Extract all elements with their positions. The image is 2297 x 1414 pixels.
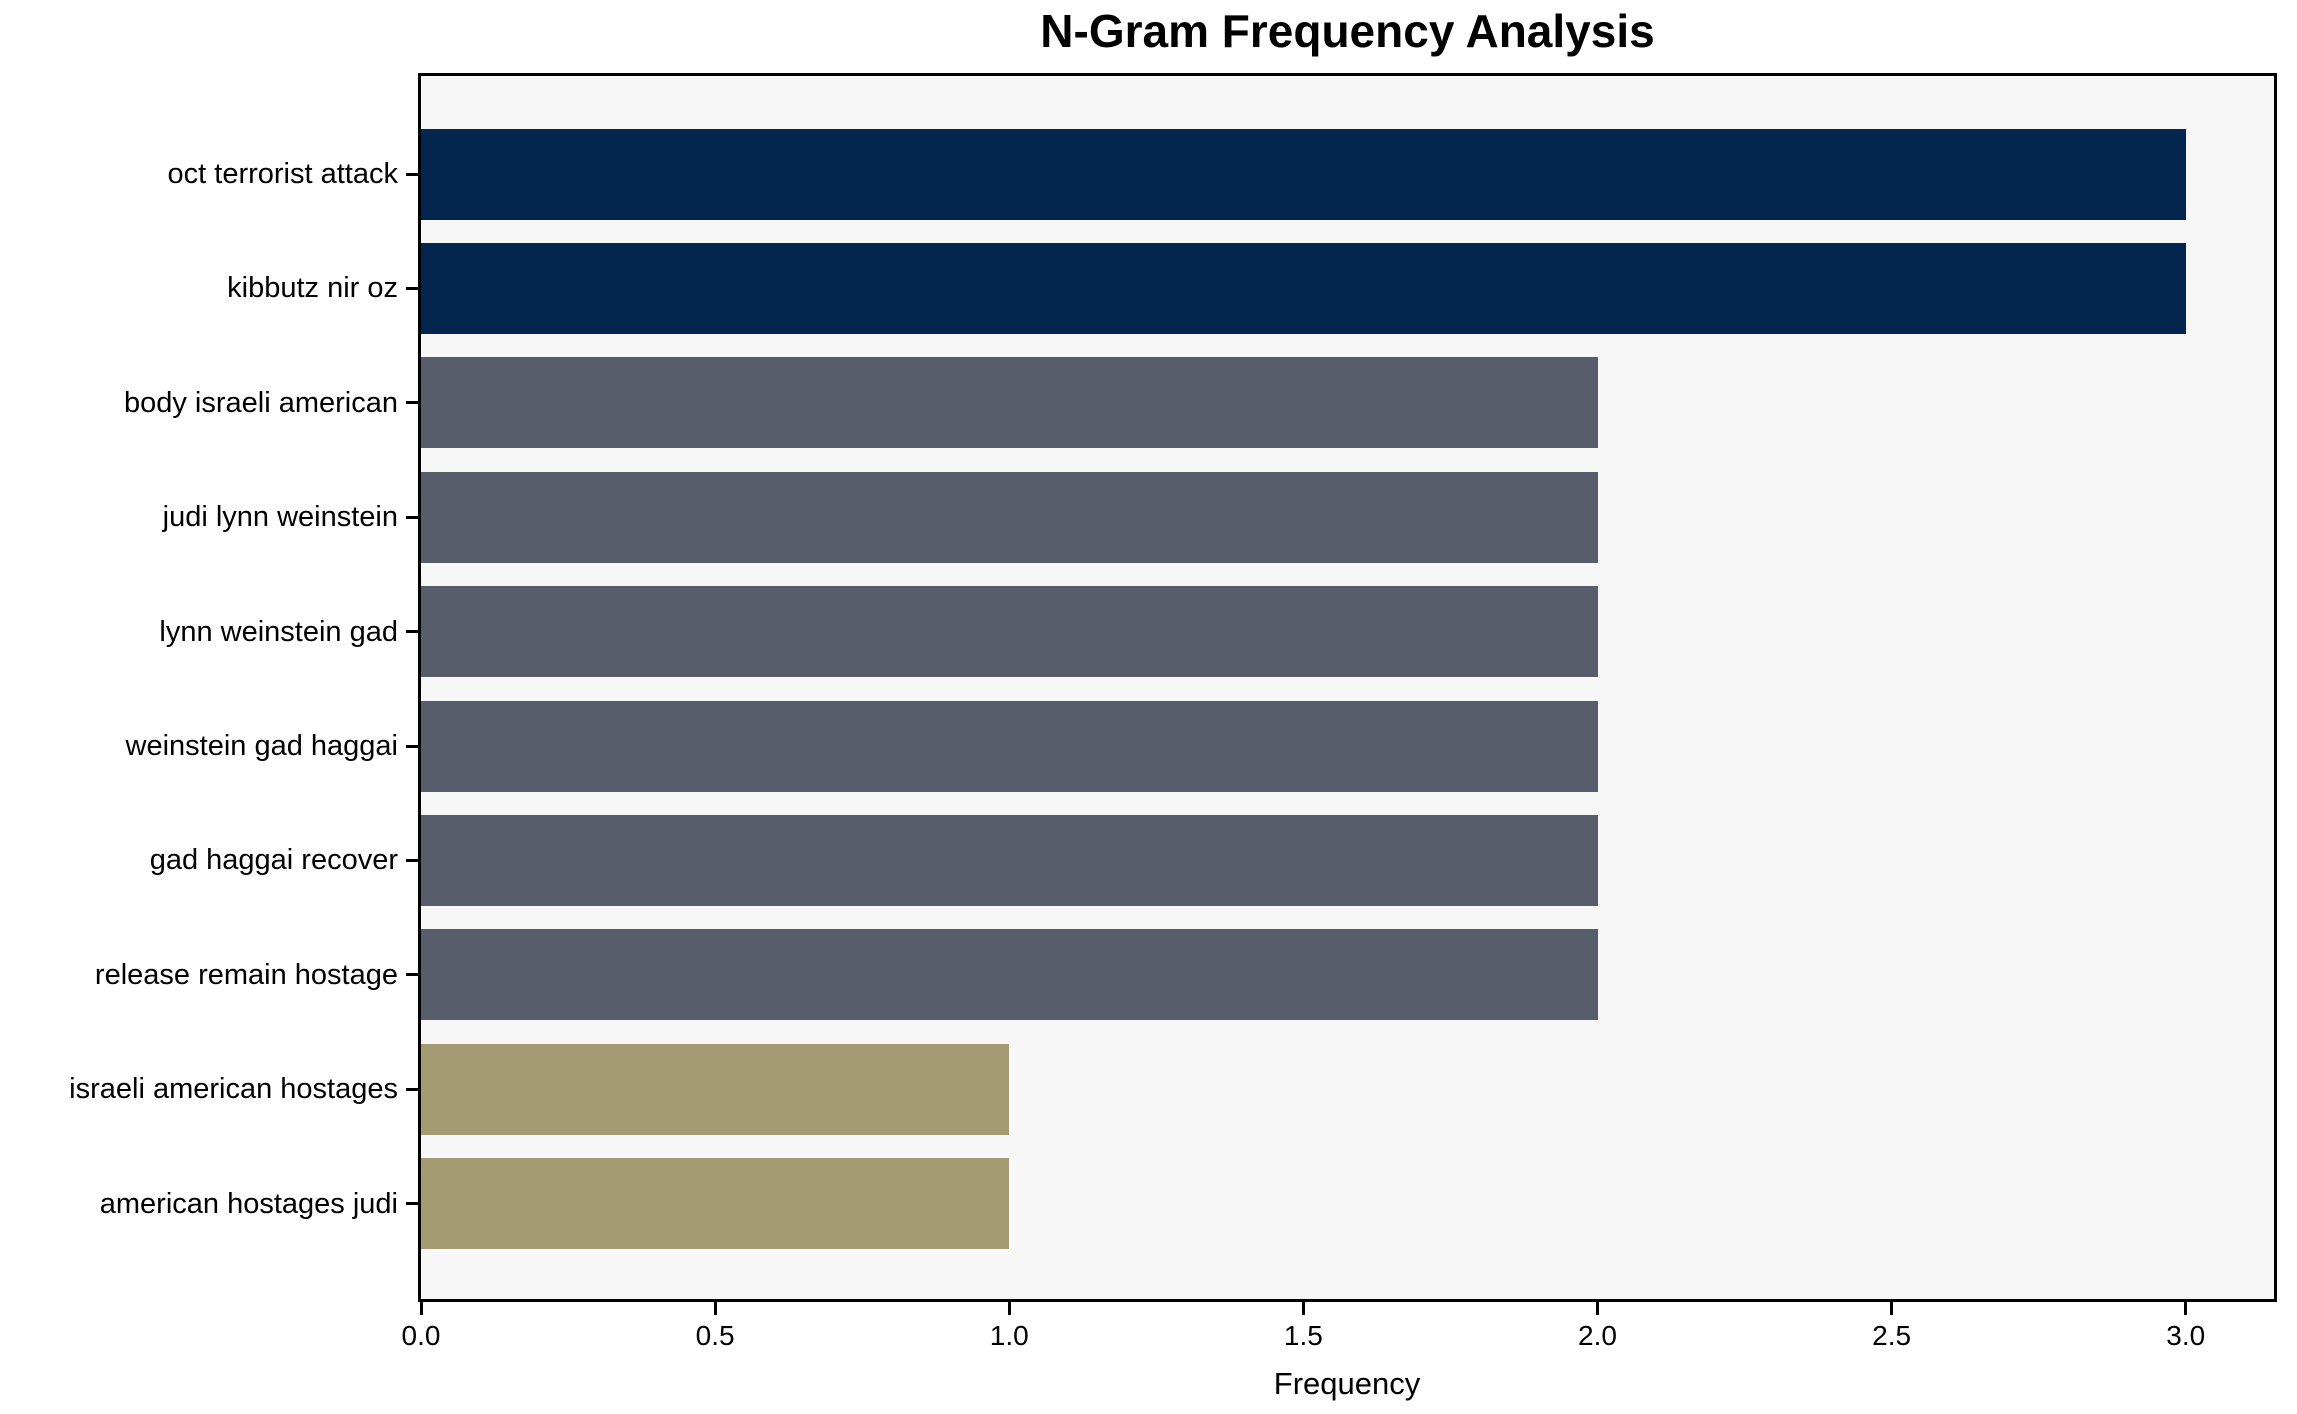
y-tick-mark xyxy=(406,858,418,862)
bar xyxy=(421,242,2186,334)
category-label: body israeli american xyxy=(123,386,398,419)
x-axis-label: Frequency xyxy=(1273,1366,1421,1401)
x-tick-mark xyxy=(713,1302,717,1315)
y-tick-mark xyxy=(406,515,418,519)
x-tick-mark xyxy=(1007,1302,1011,1315)
y-tick-mark xyxy=(406,172,418,176)
bar xyxy=(421,1043,1010,1135)
x-tick-label: 1.5 xyxy=(1283,1320,1323,1351)
y-tick-mark xyxy=(406,1087,418,1091)
category-label: judi lynn weinstein xyxy=(162,501,398,534)
category-label: israeli american hostages xyxy=(69,1073,398,1106)
y-tick-mark xyxy=(406,973,418,977)
bar xyxy=(421,357,1598,449)
bar xyxy=(421,814,1598,906)
x-tick-mark xyxy=(1301,1302,1305,1315)
category-label: kibbutz nir oz xyxy=(227,272,398,305)
bar xyxy=(421,1158,1010,1250)
y-tick-mark xyxy=(406,744,418,748)
category-label: weinstein gad haggai xyxy=(125,730,398,762)
x-tick-label: 2.0 xyxy=(1578,1320,1617,1351)
plot-area xyxy=(418,73,2277,1302)
category-label: american hostages judi xyxy=(99,1187,398,1220)
y-tick-mark xyxy=(406,630,418,634)
category-label: release remain hostage xyxy=(94,958,398,991)
x-tick-label: 0.0 xyxy=(401,1320,441,1351)
bar xyxy=(421,471,1598,563)
category-label: oct terrorist attack xyxy=(167,158,398,190)
chart-title: N-Gram Frequency Analysis xyxy=(1040,5,1655,57)
category-label: lynn weinstein gad xyxy=(159,615,398,648)
category-label: gad haggai recover xyxy=(149,844,398,877)
x-tick-mark xyxy=(419,1302,423,1315)
bar xyxy=(421,929,1598,1021)
x-tick-mark xyxy=(1890,1302,1894,1315)
x-tick-label: 2.5 xyxy=(1872,1320,1912,1351)
bar xyxy=(421,128,2186,220)
x-tick-mark xyxy=(1596,1302,1599,1315)
bar xyxy=(421,700,1598,792)
y-tick-mark xyxy=(406,401,418,405)
bar xyxy=(421,586,1598,678)
x-tick-label: 1.0 xyxy=(989,1320,1029,1351)
y-tick-mark xyxy=(406,286,418,290)
x-tick-label: 3.0 xyxy=(2166,1320,2206,1351)
y-tick-mark xyxy=(406,1202,418,1206)
x-tick-mark xyxy=(2184,1302,2188,1315)
x-tick-label: 0.5 xyxy=(695,1320,735,1351)
